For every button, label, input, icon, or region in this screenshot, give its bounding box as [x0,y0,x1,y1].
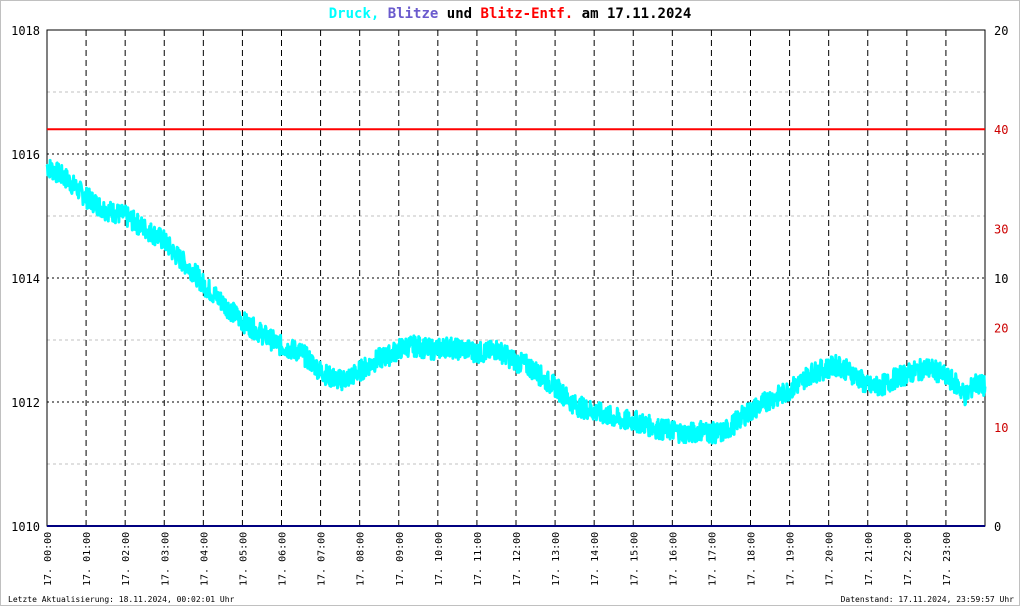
footer-last-update: Letzte Aktualisierung: 18.11.2024, 00:02… [8,595,235,604]
series-layer [45,128,987,527]
x-tick-label: 17. 02:00 [121,532,132,586]
left-tick-label: 1018 [11,24,40,38]
grid-layer [47,30,985,526]
x-tick-label: 17. 11:00 [473,532,484,586]
x-tick-label: 17. 07:00 [317,532,328,586]
right-red-tick-label: 10 [994,421,1008,435]
x-tick-label: 17. 10:00 [434,532,445,586]
x-tick-label: 17. 18:00 [747,532,758,586]
x-tick-label: 17. 15:00 [629,532,640,586]
title-date: am 17.11.2024 [582,6,692,22]
x-tick-label: 17. 19:00 [786,532,797,586]
x-tick-label: 17. 05:00 [238,532,249,586]
right-tick-label: 10 [994,272,1008,286]
left-tick-label: 1014 [11,272,40,286]
x-tick-label: 17. 06:00 [278,532,289,586]
x-tick-label: 17. 17:00 [707,532,718,586]
pressure-line [45,158,987,445]
x-tick-label: 17. 16:00 [668,532,679,586]
x-tick-label: 17. 01:00 [82,532,93,586]
x-tick-label: 17. 13:00 [551,532,562,586]
x-tick-label: 17. 22:00 [903,532,914,586]
x-tick-label: 17. 03:00 [160,532,171,586]
x-tick-label: 17. 09:00 [395,532,406,586]
title-lightning: Blitze [388,6,439,22]
left-tick-label: 1012 [11,396,40,410]
right-tick-label: 0 [994,520,1001,534]
x-tick-label: 17. 21:00 [864,532,875,586]
x-tick-label: 17. 08:00 [356,532,367,586]
x-tick-label: 17. 00:00 [43,532,54,586]
x-tick-label: 17. 04:00 [199,532,210,586]
x-tick-label: 17. 12:00 [512,532,523,586]
x-tick-label: 17. 23:00 [942,532,953,586]
title-pressure: Druck, [329,6,380,22]
right-red-tick-label: 20 [994,322,1008,336]
title-distance: Blitz-Entf. [481,6,574,22]
footer-data-status: Datenstand: 17.11.2024, 23:59:57 Uhr [841,595,1015,604]
right-red-tick-label: 40 [994,123,1008,137]
axes-layer: 1010 1012 1014 1016 1018 20 10 0 40 30 20 10 17. 00:… [11,24,1008,586]
right-tick-label: 20 [994,24,1008,38]
x-tick-label: 17. 14:00 [590,532,601,586]
left-tick-label: 1010 [11,520,40,534]
right-red-tick-label: 30 [994,222,1008,236]
x-tick-label: 17. 20:00 [825,532,836,586]
chart-title: Druck, Blitze und Blitz-Entf. am 17.11.2… [329,6,692,22]
left-tick-label: 1016 [11,148,40,162]
title-and: und [447,6,472,22]
